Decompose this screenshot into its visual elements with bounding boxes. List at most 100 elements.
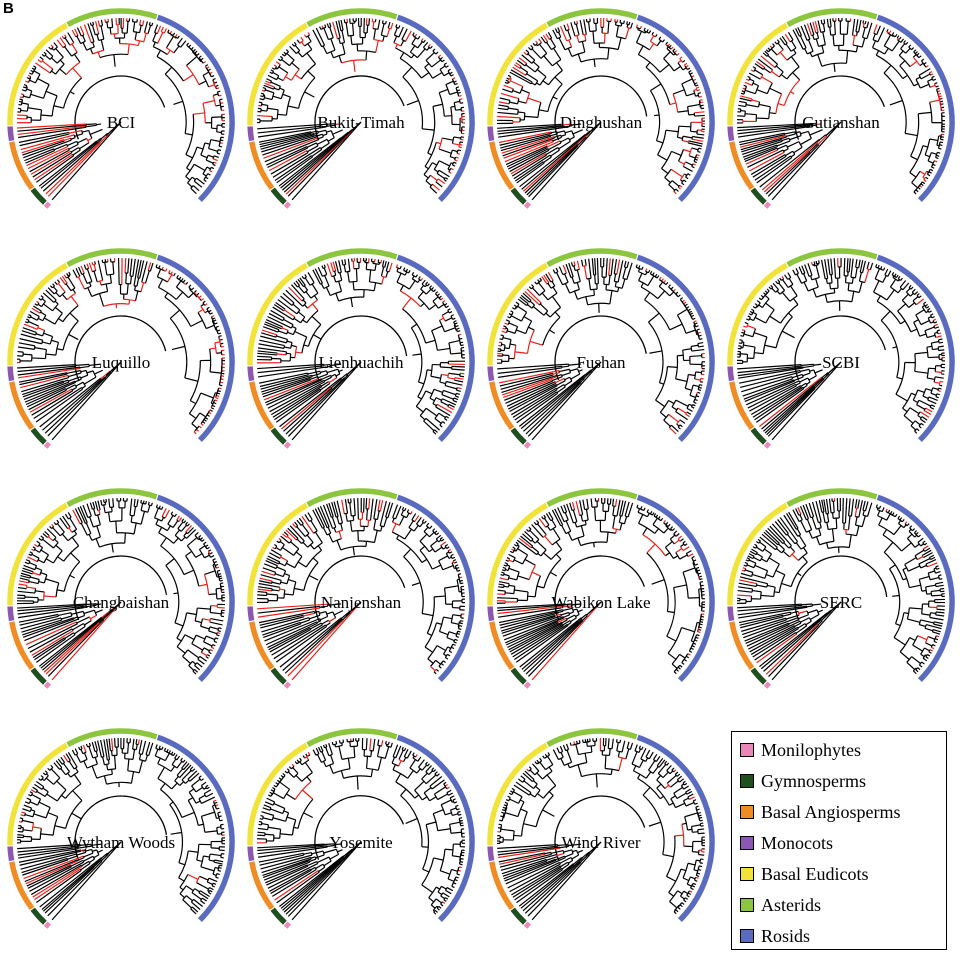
tree-branch xyxy=(64,46,73,57)
tree-branch xyxy=(403,267,406,271)
tree-branch xyxy=(665,129,679,133)
tree-branch xyxy=(613,273,617,282)
tree-branch xyxy=(97,51,101,58)
tree-branch xyxy=(458,146,462,149)
tree-branch xyxy=(265,378,322,404)
tree-branch-arc xyxy=(140,509,148,513)
tree-branch xyxy=(326,263,333,277)
tree-branch-arc xyxy=(283,345,286,349)
tree-branch xyxy=(652,517,658,525)
tree-branch xyxy=(781,137,790,142)
tree-branch xyxy=(150,502,153,506)
tree-branch xyxy=(764,344,777,349)
tree-branch xyxy=(420,285,425,290)
tree-branch xyxy=(765,623,819,675)
tree-branch xyxy=(749,385,797,412)
tree-branch xyxy=(274,155,312,182)
tree-branch xyxy=(688,597,700,599)
tree-branch xyxy=(452,149,458,153)
tree-branch xyxy=(936,144,940,147)
tree-branch xyxy=(352,281,355,290)
tree-branch xyxy=(795,28,800,37)
tree-branch-arc xyxy=(358,540,375,544)
tree-branch-arc xyxy=(373,529,381,532)
tree-branch-arc xyxy=(447,550,450,554)
tree-branch xyxy=(82,35,86,42)
tree-branch xyxy=(501,136,555,154)
tree-branch xyxy=(343,264,347,273)
tree-branch-arc xyxy=(207,552,212,558)
tree-branch xyxy=(216,152,221,155)
tree-branch xyxy=(520,374,586,430)
tree-branch xyxy=(542,80,549,86)
tree-branch xyxy=(739,135,787,148)
tree-branch xyxy=(414,515,420,523)
tree-branch xyxy=(80,522,88,536)
clade-ring-segment xyxy=(487,22,549,126)
tree-branch xyxy=(784,274,789,280)
tree-root-stem xyxy=(585,121,602,136)
tree-branch xyxy=(938,387,942,390)
tree-branch xyxy=(310,622,322,630)
tree-branch xyxy=(527,53,536,61)
tree-branch xyxy=(672,528,675,532)
tree-branch xyxy=(330,262,335,272)
tree-branch xyxy=(680,179,683,182)
tree-branch-arc xyxy=(927,81,931,88)
tree-branch xyxy=(186,167,191,172)
tree-branch xyxy=(129,276,133,285)
tree-branch-arc xyxy=(619,22,624,25)
tree-core-arc xyxy=(794,555,888,621)
tree-branch xyxy=(215,84,219,87)
tree-branch xyxy=(846,21,849,35)
tree-branch xyxy=(64,513,69,520)
tree-branch xyxy=(44,376,106,434)
tree-branch xyxy=(312,509,323,529)
tree-branch xyxy=(677,308,688,316)
tree-branch xyxy=(51,126,118,201)
tree-branch xyxy=(687,173,691,176)
tree-branch xyxy=(132,258,136,277)
tree-branch xyxy=(801,265,806,274)
tree-branch-arc xyxy=(400,290,421,308)
tree-branch xyxy=(209,312,213,315)
tree-branch xyxy=(257,588,273,592)
tree-branch xyxy=(204,554,210,559)
tree-branch-arc xyxy=(526,303,529,306)
tree-branch xyxy=(258,607,321,618)
tree-branch xyxy=(79,26,85,35)
tree-branch xyxy=(924,154,931,158)
tree-branch xyxy=(265,80,271,84)
tree-branch xyxy=(330,51,335,59)
tree-branch xyxy=(642,527,648,535)
tree-branch xyxy=(527,595,536,598)
tree-branch-arc xyxy=(454,156,457,161)
tree-branch-arc xyxy=(693,90,697,97)
tree-branch xyxy=(765,302,775,311)
tree-branch-arc xyxy=(784,154,787,157)
tree-branch xyxy=(259,98,264,101)
tree-branch xyxy=(299,277,306,286)
clade-ring-segment xyxy=(7,22,69,126)
tree-branch xyxy=(26,145,69,167)
clade-ring-segment xyxy=(9,141,35,190)
tree-branch xyxy=(450,352,462,355)
clade-ring-segment xyxy=(727,606,735,622)
clade-ring-segment xyxy=(729,141,755,190)
tree-branch xyxy=(436,622,442,625)
tree-branch-arc xyxy=(378,261,382,264)
tree-branch xyxy=(459,141,464,144)
tree-branch-arc xyxy=(423,417,427,422)
tree-branch-arc xyxy=(786,52,797,61)
tree-branch-arc xyxy=(274,545,278,550)
tree-branch xyxy=(689,394,696,399)
tree-branch xyxy=(583,265,588,280)
tree-branch xyxy=(500,135,551,152)
tree-branch xyxy=(204,142,210,145)
tree-branch xyxy=(73,625,86,635)
tree-branch xyxy=(56,589,65,592)
tree-branch xyxy=(581,41,586,53)
tree-branch-arc xyxy=(63,545,80,562)
tree-branch xyxy=(503,573,510,577)
tree-branch xyxy=(414,33,418,37)
